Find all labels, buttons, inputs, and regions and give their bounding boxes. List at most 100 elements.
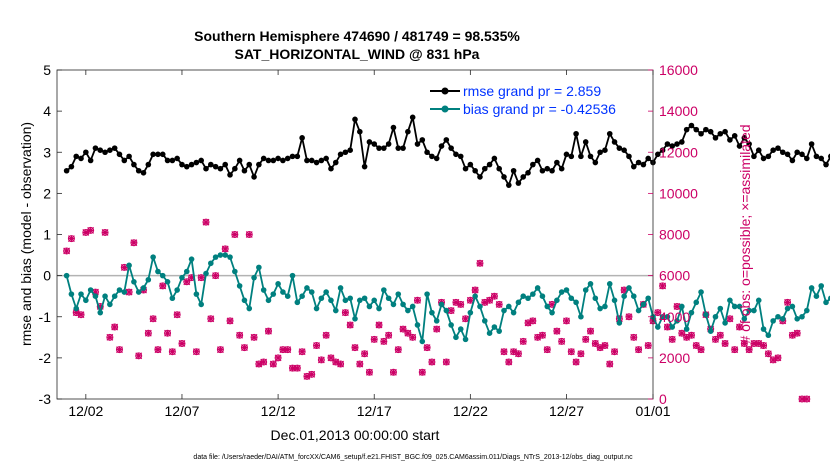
- y-right-tick-label: 10000: [659, 185, 698, 201]
- obs-assimilated-point: [130, 239, 138, 247]
- obs-assimilated-point: [514, 350, 522, 358]
- rmse-point: [669, 143, 676, 149]
- bias-point: [289, 272, 296, 279]
- rmse-point: [376, 145, 382, 151]
- obs-assimilated-point: [106, 333, 114, 341]
- obs-assimilated-point: [543, 346, 551, 354]
- rmse-point: [525, 170, 531, 176]
- rmse-point: [313, 159, 320, 166]
- x-tick-label: 12/27: [549, 403, 584, 419]
- rmse-point: [799, 151, 805, 158]
- obs-assimilated-point: [154, 346, 162, 354]
- rmse-point: [102, 149, 108, 156]
- rmse-point: [409, 114, 416, 121]
- bias-point: [135, 289, 142, 295]
- bias-point: [515, 299, 522, 306]
- rmse-point: [337, 151, 344, 158]
- bias-point: [203, 270, 209, 277]
- rmse-point: [107, 147, 113, 153]
- rmse-point: [203, 165, 209, 172]
- bias-point: [491, 324, 498, 330]
- rmse-point: [602, 147, 608, 153]
- obs-assimilated-point: [231, 231, 239, 238]
- obs-assimilated-point: [394, 346, 402, 354]
- obs-assimilated-point: [63, 247, 71, 255]
- rmse-point: [332, 159, 339, 166]
- bias-point: [256, 264, 262, 271]
- rmse-point: [707, 128, 714, 135]
- bias-point: [707, 328, 714, 334]
- bias-point: [251, 274, 257, 281]
- rmse-point: [318, 157, 325, 164]
- obs-assimilated-point: [226, 317, 234, 325]
- bias-point: [621, 293, 627, 299]
- rmse-point: [698, 130, 704, 137]
- bias-point: [544, 303, 551, 310]
- rmse-point: [746, 141, 752, 147]
- rmse-point: [308, 157, 315, 164]
- rmse-point: [554, 159, 560, 166]
- rmse-point: [227, 172, 233, 178]
- rmse-point: [467, 161, 474, 168]
- bias-point: [366, 303, 373, 310]
- rmse-point: [260, 155, 267, 162]
- obs-assimilated-point: [433, 325, 441, 333]
- rmse-point: [712, 135, 719, 141]
- obs-assimilated-point: [784, 298, 792, 306]
- obs-assimilated-point: [745, 346, 753, 354]
- obs-assimilated-point: [188, 274, 196, 282]
- obs-assimilated-point: [553, 327, 561, 335]
- rmse-point: [481, 165, 488, 172]
- obs-assimilated-point: [442, 358, 450, 366]
- obs-assimilated-point: [558, 338, 566, 345]
- obs-assimilated-point: [293, 364, 301, 372]
- obs-assimilated-point: [462, 315, 469, 323]
- rmse-point: [789, 157, 796, 164]
- x-axis-label: Dec.01,2013 00:00:00 start: [271, 427, 440, 443]
- obs-assimilated-point: [380, 338, 388, 345]
- bias-point: [712, 313, 719, 320]
- rmse-point: [299, 135, 305, 141]
- bias-point: [558, 289, 565, 295]
- obs-assimilated-point: [418, 368, 426, 376]
- rmse-point: [395, 145, 402, 151]
- bias-point: [87, 287, 94, 293]
- y-right-tick-label: 16000: [659, 62, 698, 78]
- bias-point: [131, 278, 137, 285]
- rmse-point: [659, 147, 666, 153]
- rmse-point: [794, 149, 800, 156]
- rmse-point: [813, 153, 820, 160]
- obs-assimilated-point: [731, 346, 739, 354]
- rmse-point: [111, 145, 118, 151]
- rmse-point: [823, 161, 829, 168]
- rmse-point: [381, 145, 387, 151]
- rmse-point: [568, 153, 575, 160]
- obs-assimilated-point: [803, 395, 811, 403]
- bias-point: [405, 307, 411, 314]
- y-left-tick-label: -1: [39, 309, 52, 325]
- bias-point: [150, 254, 156, 260]
- obs-assimilated-point: [736, 323, 743, 331]
- rmse-point: [357, 128, 363, 135]
- bias-point: [284, 293, 291, 299]
- rmse-point: [92, 145, 99, 151]
- obs-assimilated-point: [798, 395, 806, 403]
- rmse-point: [621, 147, 627, 153]
- obs-assimilated-point: [192, 348, 200, 356]
- rmse-point: [727, 137, 733, 143]
- x-tick-label: 12/02: [68, 403, 103, 419]
- bias-point: [770, 318, 776, 324]
- bias-point: [755, 297, 762, 304]
- obs-assimilated-point: [241, 344, 248, 352]
- rmse-point: [775, 145, 781, 151]
- rmse-point: [251, 174, 257, 180]
- bias-point: [409, 303, 416, 310]
- bias-point: [97, 309, 104, 316]
- rmse-point: [477, 174, 483, 180]
- obs-assimilated-point: [654, 309, 662, 317]
- rmse-point: [87, 157, 94, 164]
- rmse-point: [169, 157, 176, 164]
- bias-point: [659, 313, 666, 320]
- rmse-point: [438, 143, 445, 149]
- bias-point: [390, 301, 397, 308]
